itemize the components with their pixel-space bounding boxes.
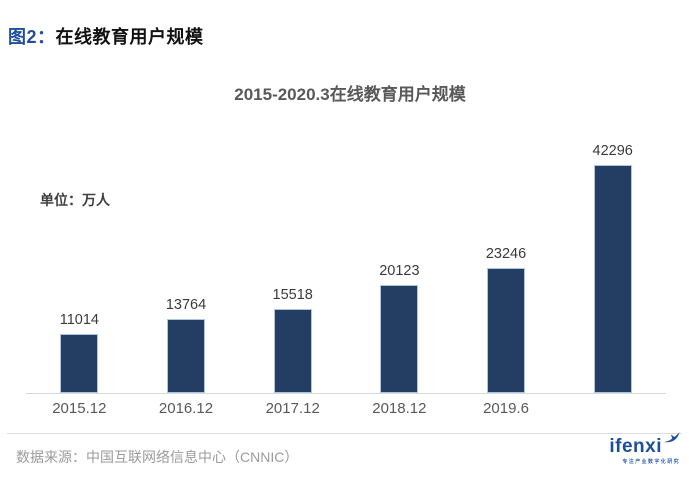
logo-tagline: 专注产业数字化研究 [622, 459, 680, 465]
x-axis-labels: 2015.12 2016.12 2017.12 2018.12 2019.6 [26, 400, 666, 417]
plot-area: 11014 13764 15518 20123 23246 42296 [26, 130, 666, 394]
logo-text: ifenxi [609, 436, 662, 457]
figure-number: 图2： [8, 27, 56, 47]
bar [380, 285, 419, 393]
bar-value-label: 13764 [165, 297, 207, 313]
bar-value-label: 20123 [379, 263, 420, 279]
x-axis-label: 2018.12 [372, 400, 427, 417]
bar-slot: 23246 [453, 130, 560, 393]
unit-label: 单位：万人 [40, 192, 110, 208]
bar [60, 334, 99, 393]
footer-divider [7, 433, 682, 434]
bar-value-label: 11014 [59, 312, 99, 328]
figure-label: 图2：在线教育用户规模 [8, 23, 204, 49]
bar-slot: 20123 [346, 130, 453, 393]
bar-value-label: 23246 [485, 246, 527, 262]
bar-slot: 11014 [26, 130, 133, 393]
figure-title: 在线教育用户规模 [55, 27, 204, 47]
x-axis-label: 2017.12 [265, 400, 320, 417]
bar [487, 268, 526, 393]
x-axis-label: 2016.12 [158, 400, 214, 417]
bar-slot: 42296 [559, 130, 666, 393]
bird-icon [664, 432, 680, 443]
bar-slot: 13764 [133, 130, 240, 393]
x-axis-label: 2015.12 [52, 400, 107, 417]
chart-title: 2015-2020.3在线教育用户规模 [234, 85, 466, 104]
bar [593, 165, 632, 393]
data-source: 数据来源：中国互联网络信息中心（CNNIC） [16, 449, 299, 465]
bar [167, 319, 205, 393]
bar-value-label: 15518 [272, 287, 313, 303]
bar [273, 309, 312, 393]
x-axis-label: 2019.6 [483, 400, 529, 417]
bar-slot: 15518 [239, 130, 346, 393]
ifenxi-logo: ifenxi 专注产业数字化研究 [609, 432, 680, 465]
bar-value-label: 42296 [592, 143, 633, 159]
x-axis-label [559, 400, 666, 417]
logo-row: ifenxi [609, 432, 680, 457]
